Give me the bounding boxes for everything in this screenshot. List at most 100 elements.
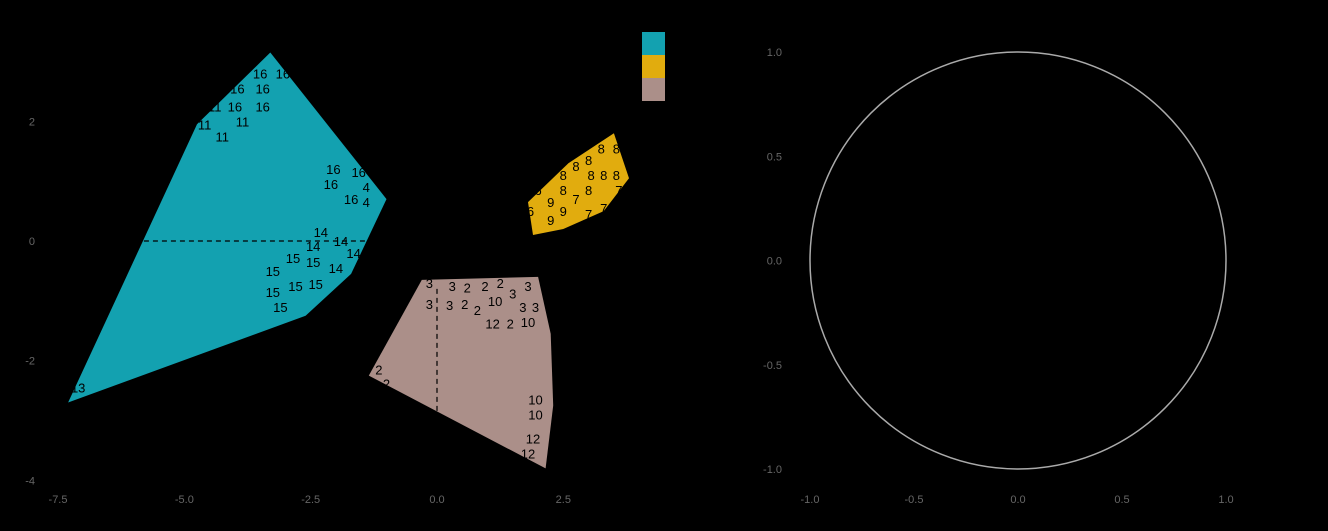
unit-circle — [809, 51, 1227, 470]
legend-swatch-2 — [642, 55, 665, 78]
point-label: 3 — [446, 298, 453, 313]
point-label: 16 — [230, 81, 244, 96]
point-label: 11 — [236, 114, 250, 129]
point-label: 2 — [375, 363, 382, 378]
point-label: 7 — [615, 183, 622, 198]
point-label: 14 — [306, 239, 320, 254]
x-tick-label: -5.0 — [175, 494, 194, 506]
point-label: 3 — [519, 300, 526, 315]
x-tick-label: -7.5 — [49, 494, 68, 506]
point-label: 9 — [547, 195, 554, 210]
y-tick-label: 1.0 — [767, 47, 782, 59]
y-tick-label: 0 — [29, 236, 35, 248]
point-label: 3 — [426, 297, 433, 312]
point-label: 12 — [526, 431, 540, 446]
legend-swatch-3 — [642, 78, 665, 101]
y-tick-label: -0.5 — [763, 360, 782, 372]
point-label: 2 — [507, 317, 514, 332]
point-label: 8 — [560, 168, 567, 183]
point-label: 3 — [532, 300, 539, 315]
point-label: 16 — [324, 177, 338, 192]
point-label: 8 — [613, 168, 620, 183]
point-label: 7 — [585, 207, 592, 222]
point-label: 8 — [600, 168, 607, 183]
point-label: 9 — [560, 204, 567, 219]
point-label: 16 — [253, 67, 267, 82]
point-label: 10 — [528, 393, 542, 408]
point-label: 15 — [273, 300, 287, 315]
point-label: 15 — [266, 264, 280, 279]
point-label: 14 — [334, 234, 348, 249]
point-label: 16 — [276, 67, 290, 82]
point-label: 13 — [94, 393, 108, 408]
point-label: 8 — [560, 183, 567, 198]
y-tick-label: 2 — [29, 116, 35, 128]
point-label: 12 — [485, 317, 499, 332]
point-label: 3 — [509, 287, 516, 302]
point-label: 10 — [528, 408, 542, 423]
point-label: 8 — [613, 141, 620, 156]
point-label: 7 — [600, 201, 607, 216]
point-label: 12 — [521, 446, 535, 461]
point-label: 8 — [585, 153, 592, 168]
point-label: 10 — [521, 315, 535, 330]
y-tick-label: 0.5 — [767, 151, 782, 163]
point-label: 8 — [587, 168, 594, 183]
y-tick-label: -2 — [25, 356, 35, 368]
point-label: 8 — [572, 159, 579, 174]
x-tick-label: 2.5 — [556, 494, 571, 506]
point-label: 3 — [426, 276, 433, 291]
point-label: 7 — [572, 192, 579, 207]
point-label: 6 — [527, 204, 534, 219]
point-label: 11 — [198, 117, 212, 132]
x-tick-label: 0.0 — [1010, 494, 1025, 506]
y-tick-label: -4 — [25, 475, 35, 487]
point-label: 2 — [464, 281, 471, 296]
point-label: 3 — [524, 279, 531, 294]
point-label: 14 — [329, 261, 343, 276]
point-label: 15 — [288, 279, 302, 294]
x-tick-label: 1.0 — [1218, 494, 1233, 506]
cluster-hull-2 — [528, 133, 629, 235]
x-tick-label: 0.5 — [1114, 494, 1129, 506]
point-label: 4 — [363, 195, 370, 210]
point-label: 2 — [474, 303, 481, 318]
point-label: 16 — [255, 81, 269, 96]
correlation-circle-plot: -1.0 -0.5 0.0 0.5 1.0 -1.0 -0.5 0.0 0.5 1.0 — [763, 47, 1234, 506]
x-tick-label: -2.5 — [301, 494, 320, 506]
point-label: 16 — [351, 165, 365, 180]
x-tick-label: -1.0 — [801, 494, 820, 506]
point-label: 2 — [461, 297, 468, 312]
point-label: 11 — [208, 99, 222, 114]
point-label: 4 — [363, 180, 370, 195]
point-label: 2 — [383, 376, 390, 391]
point-label: 14 — [314, 225, 328, 240]
point-label: 6 — [534, 183, 541, 198]
point-label: 16 — [326, 162, 340, 177]
x-tick-label: 0.0 — [429, 494, 444, 506]
point-label: 15 — [286, 251, 300, 266]
point-label: 15 — [306, 255, 320, 270]
x-tick-label: -0.5 — [905, 494, 924, 506]
point-label: 2 — [481, 279, 488, 294]
point-label: 8 — [598, 141, 605, 156]
point-label: 15 — [266, 285, 280, 300]
point-label: 9 — [547, 213, 554, 228]
point-label: 16 — [228, 99, 242, 114]
point-label: 16 — [344, 192, 358, 207]
point-label: 13 — [71, 381, 85, 396]
point-label: 8 — [585, 183, 592, 198]
point-label: 10 — [488, 294, 502, 309]
legend-swatch-1 — [642, 32, 665, 55]
point-label: 16 — [255, 99, 269, 114]
y-tick-label: 0.0 — [767, 256, 782, 268]
cluster-hull-3 — [368, 276, 554, 469]
y-tick-label: -1.0 — [763, 464, 782, 476]
point-label: 14 — [346, 246, 360, 261]
point-label: 2 — [497, 276, 504, 291]
point-label: 3 — [449, 279, 456, 294]
point-label: 11 — [215, 129, 229, 144]
point-label: 15 — [308, 277, 322, 292]
